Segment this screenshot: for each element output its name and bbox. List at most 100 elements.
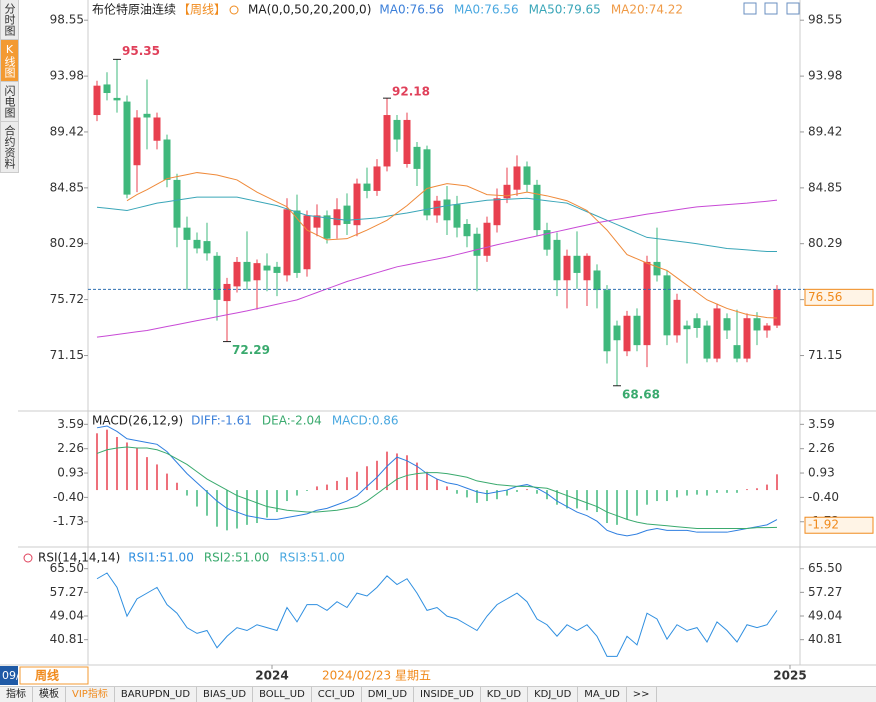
period-box[interactable]	[19, 666, 89, 685]
candle-body	[273, 266, 281, 273]
y-tick-label: 98.55	[50, 13, 84, 27]
bottom-tab[interactable]: BIAS_UD	[197, 687, 254, 702]
side-tab[interactable]: K线图	[0, 40, 19, 82]
bottom-tab[interactable]: 模板	[33, 687, 66, 702]
candle-body	[693, 318, 701, 328]
bottom-tab[interactable]: CCI_UD	[312, 687, 362, 702]
line	[126, 172, 778, 319]
candle-body	[353, 183, 361, 226]
period-label[interactable]: 周线	[35, 668, 59, 683]
bottom-tab[interactable]: DMI_UD	[362, 687, 415, 702]
icon[interactable]	[764, 2, 778, 15]
candle-body	[523, 166, 531, 185]
candle-body	[283, 209, 291, 276]
candle-body	[383, 115, 391, 167]
x-tick-label: 2025	[773, 669, 806, 683]
candle-body	[153, 117, 161, 141]
candle-body	[293, 210, 301, 273]
candle-body	[323, 215, 331, 239]
line	[96, 446, 778, 530]
y-tick-label: 2.26	[808, 441, 835, 455]
extreme-label: 68.68	[622, 387, 660, 401]
candle-body	[103, 84, 111, 94]
candle-body	[313, 215, 321, 228]
candle-body	[763, 325, 771, 331]
candle-body	[403, 119, 411, 164]
y-tick-label: 65.50	[50, 561, 84, 575]
candle-body	[203, 241, 211, 254]
bottom-tab[interactable]: KD_UD	[481, 687, 529, 702]
candle-body	[563, 255, 571, 281]
candle-body	[773, 289, 781, 326]
line	[96, 425, 778, 537]
candle-body	[733, 345, 741, 359]
side-tab[interactable]: 合约资料	[0, 122, 19, 173]
chart-area: 09/ 周线 2024/02/23 星期五 98.55 98.55 93.98 93.…	[0, 0, 876, 685]
y-tick-label: 71.15	[50, 348, 84, 362]
y-tick-label: 65.50	[808, 561, 842, 575]
y-tick-label: -0.40	[808, 490, 839, 504]
bottom-tab[interactable]: MA_UD	[578, 687, 627, 702]
candle-body	[423, 149, 431, 216]
macd-readout: DEA:-2.04	[262, 414, 322, 428]
y-tick-label: 3.59	[808, 417, 835, 431]
y-tick-label: 93.98	[50, 69, 84, 83]
side-tab[interactable]: 分时图	[0, 0, 19, 40]
y-tick-label: 71.15	[808, 348, 842, 362]
candle-body	[133, 117, 141, 166]
bottom-tab[interactable]: >>	[627, 687, 657, 702]
toolbar-icons	[743, 2, 800, 15]
extreme-label: 95.35	[122, 44, 160, 58]
y-tick-label: 40.81	[50, 632, 84, 646]
candle-body	[233, 261, 241, 287]
bottom-tab[interactable]: BARUPDN_UD	[115, 687, 198, 702]
rsi-readout: RSI2:51.00	[204, 551, 270, 565]
y-tick-label: 75.72	[50, 292, 84, 306]
candle-body	[253, 263, 261, 281]
candle-body	[163, 139, 171, 180]
candle-body	[113, 97, 121, 101]
candle-body	[503, 184, 511, 199]
y-tick-label: 89.42	[808, 124, 842, 138]
candle-body	[93, 85, 101, 116]
y-tick-label: 0.93	[57, 466, 84, 480]
candle-body	[553, 239, 561, 281]
extreme-label: 72.29	[232, 343, 270, 357]
rsi-readout: RSI3:51.00	[279, 551, 345, 565]
candle-body	[753, 318, 761, 331]
bottom-tab[interactable]: BOLL_UD	[253, 687, 312, 702]
line	[96, 572, 778, 657]
candle-body	[453, 204, 461, 228]
candle-body	[223, 283, 231, 302]
bottom-tab[interactable]: INSIDE_UD	[414, 687, 481, 702]
period: 【周线】	[178, 3, 226, 17]
y-tick-label: 80.29	[50, 236, 84, 250]
extreme-label: 92.18	[392, 85, 430, 99]
rsi-title: RSI(14,14,14)	[38, 551, 120, 565]
macd-readout: MACD:0.86	[332, 414, 399, 428]
candle-body	[483, 222, 491, 256]
y-tick-label: -1.73	[53, 514, 84, 528]
bottom-tab[interactable]: KDJ_UD	[528, 687, 579, 702]
candle-body	[333, 209, 341, 226]
y-tick-label: 57.27	[808, 585, 842, 599]
candle-body	[303, 215, 311, 270]
y-tick-label: 0.93	[808, 466, 835, 480]
candle-body	[143, 113, 151, 118]
icon[interactable]	[743, 2, 757, 15]
candle-body	[193, 239, 201, 249]
rsi-icon[interactable]	[23, 553, 33, 563]
value-box	[804, 516, 874, 534]
bottom-tab[interactable]: 指标	[0, 687, 33, 702]
chart-title: 布伦特原油连续	[92, 2, 176, 17]
candle-body	[673, 299, 681, 336]
side-tab[interactable]: 闪电图	[0, 82, 19, 122]
candle-body	[393, 119, 401, 140]
y-tick-label: -0.40	[53, 490, 84, 504]
candle-body	[363, 183, 371, 191]
bottom-tab[interactable]: VIP指标	[66, 687, 115, 702]
icon[interactable]	[786, 2, 800, 15]
line	[96, 199, 778, 338]
candle-body	[433, 200, 441, 216]
y-tick-label: 3.59	[57, 417, 84, 431]
